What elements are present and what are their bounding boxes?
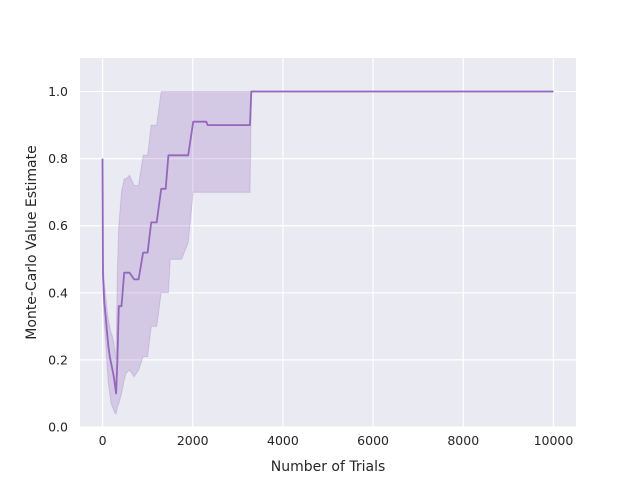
series-line — [101, 90, 554, 395]
y-tick-label: 0.8 — [48, 151, 68, 166]
y-tick-label: 1.0 — [48, 84, 68, 99]
y-tick-label: 0.2 — [48, 352, 68, 367]
plot-background — [80, 58, 576, 427]
x-tick-label: 0 — [99, 433, 107, 448]
y-tick-label: 0.0 — [48, 420, 68, 435]
x-tick-label: 8000 — [447, 433, 479, 448]
y-tick-labels: 0.0 0.2 0.4 0.6 0.8 1.0 — [48, 84, 68, 434]
x-tick-label: 2000 — [177, 433, 209, 448]
confidence-band — [102, 91, 554, 415]
x-tick-label: 4000 — [267, 433, 299, 448]
series-lines — [101, 90, 554, 395]
y-axis-label: Monte-Carlo Value Estimate — [24, 145, 40, 339]
y-tick-label: 0.4 — [48, 285, 68, 300]
x-tick-labels: 0 2000 4000 6000 8000 10000 — [99, 433, 574, 448]
series-ci-band — [102, 91, 554, 415]
x-axis-label: Number of Trials — [271, 459, 386, 475]
x-tick-label: 6000 — [357, 433, 389, 448]
y-tick-label: 0.6 — [48, 218, 68, 233]
grid-lines — [80, 58, 576, 428]
x-tick-label: 10000 — [534, 433, 574, 448]
